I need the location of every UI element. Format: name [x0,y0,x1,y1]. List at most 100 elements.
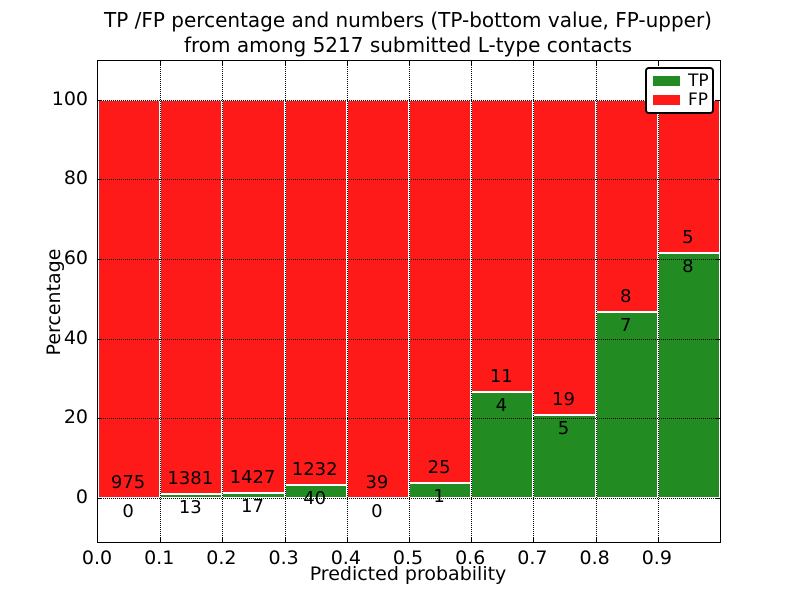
chart-title: TP /FP percentage and numbers (TP-bottom… [97,8,719,58]
x-tick-label: 0.7 [517,547,548,569]
tick-mark [98,179,102,181]
fp-count-label: 1427 [229,467,276,489]
x-tick-label: 0.9 [641,547,672,569]
tick-mark [716,498,720,499]
tp-count-label: 8 [682,255,694,277]
tp-count-label: 7 [619,315,632,337]
y-tick-label: 60 [63,246,88,269]
grid-line-vertical [471,61,473,542]
tick-mark [98,418,102,420]
grid-line-vertical [595,61,597,542]
y-tick-label: 20 [63,406,88,429]
tick-mark [409,538,410,542]
tick-mark [716,418,720,420]
legend-swatch-fp [653,95,680,105]
grid-line-horizontal [98,99,720,101]
tick-mark [716,179,720,181]
tp-bar [533,414,596,498]
x-tick-label: 0.4 [330,547,361,569]
y-tick-label: 0 [75,486,88,508]
grid-line-vertical [346,61,348,542]
y-tick-label: 40 [63,326,88,349]
tp-bar [471,391,534,498]
tp-count-label: 0 [371,501,383,522]
tick-mark [222,538,224,542]
grid-line-horizontal [98,418,720,420]
fp-count-label: 1232 [291,459,338,481]
tick-mark [98,498,102,499]
x-tick-label: 0.8 [579,547,610,569]
tick-mark [284,61,286,65]
x-tick-label: 0.6 [455,547,486,569]
x-tick-label: 0.0 [81,547,113,569]
tick-mark [409,61,410,65]
grid-line-horizontal [98,498,720,499]
fp-bar [595,99,658,313]
tick-mark [533,61,535,65]
grid-line-vertical [222,61,224,542]
legend-swatch-tp [653,76,680,86]
tick-mark [98,258,102,260]
tick-mark [716,338,720,340]
tp-count-label: 4 [495,394,508,416]
legend-entry-fp: FP [653,90,709,110]
x-tick-label: 0.3 [268,547,299,569]
tick-mark [471,538,473,542]
tick-mark [98,338,102,340]
fp-count-label: 8 [619,286,632,308]
chart-title-line-2: from among 5217 submitted L-type contact… [183,33,633,57]
tick-mark [595,61,597,65]
fp-bar [160,99,223,495]
fp-count-label: 19 [552,388,575,410]
fp-bar [284,99,347,486]
fp-count-label: 1381 [167,468,214,490]
legend-label-tp: TP [688,71,709,91]
tick-mark [346,538,348,542]
fp-count-label: 25 [427,456,451,478]
y-tick-label: 80 [63,167,88,190]
legend-label-fp: FP [688,90,709,110]
tp-bar [595,312,658,498]
y-tick-label: 100 [51,87,88,110]
tick-mark [160,61,162,65]
grid-line-vertical [657,61,659,542]
tp-count-label: 5 [557,417,570,439]
grid-line-vertical [409,61,410,542]
legend: TP FP [645,67,714,114]
tick-mark [533,538,535,542]
tick-mark [160,538,162,542]
tick-mark [595,538,597,542]
grid-line-vertical [160,61,162,542]
x-tick-label: 0.2 [206,547,237,569]
fp-bar [222,99,285,494]
grid-line-vertical [284,61,286,542]
fp-bar [98,99,161,498]
tp-count-label: 13 [178,497,202,519]
fp-bar [533,99,596,415]
tick-mark [346,61,348,65]
plot-area [97,60,721,543]
grid-line-horizontal [98,258,720,260]
tp-bar [657,252,720,498]
fp-bar [657,99,720,253]
fp-count-label: 5 [682,226,694,248]
x-tick-label: 0.5 [392,547,424,569]
grid-line-vertical [533,61,535,542]
chart-title-line-1: TP /FP percentage and numbers (TP-bottom… [104,8,712,32]
fp-bar [346,99,409,498]
tick-mark [471,61,473,65]
x-tick-label: 0.1 [144,547,175,569]
tick-mark [716,258,720,260]
grid-line-horizontal [98,338,720,340]
tp-count-label: 40 [303,488,327,510]
fp-count-label: 39 [365,472,389,493]
x-axis-label: Predicted probability [309,563,507,585]
grid-line-horizontal [98,179,720,181]
tp-count-label: 0 [122,501,134,522]
tick-mark [98,99,102,101]
tp-count-label: 17 [241,496,264,518]
tick-mark [716,99,720,101]
fp-bar [409,99,472,483]
fp-count-label: 975 [110,472,146,493]
